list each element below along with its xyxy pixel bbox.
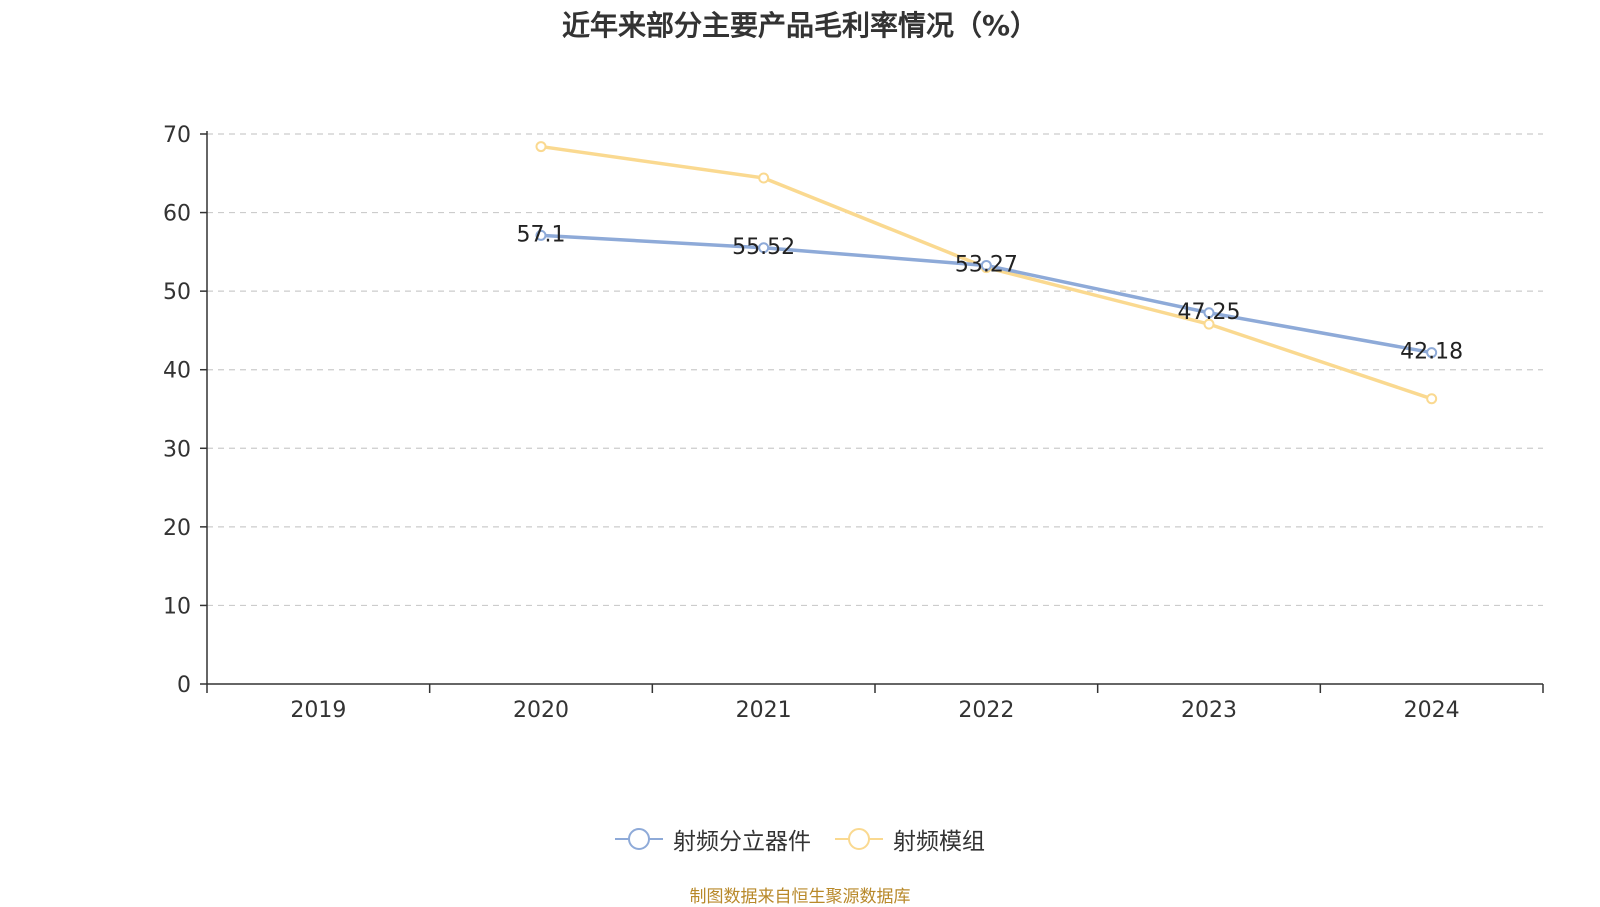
legend: 射频分立器件 射频模组: [0, 822, 1600, 856]
x-tick-label: 2022: [958, 698, 1014, 723]
data-point[interactable]: [1426, 347, 1438, 359]
data-label: 53.27: [955, 252, 1018, 277]
y-tick-label: 20: [163, 516, 191, 541]
data-label: 57.1: [517, 222, 566, 247]
data-point[interactable]: [980, 259, 992, 271]
data-label: 55.52: [732, 235, 795, 260]
legend-marker-icon: [835, 828, 883, 850]
chart-title: 近年来部分主要产品毛利率情况（%）: [561, 9, 1039, 42]
data-label: 42.18: [1400, 340, 1463, 365]
x-tick-label: 2024: [1404, 698, 1460, 723]
legend-item-series-0[interactable]: 射频分立器件: [615, 822, 811, 856]
data-point[interactable]: [535, 141, 547, 153]
data-point[interactable]: [758, 172, 770, 184]
y-tick-label: 70: [163, 123, 191, 148]
y-tick-label: 30: [163, 437, 191, 462]
data-point[interactable]: [758, 242, 770, 254]
data-label: 47.25: [1178, 300, 1241, 325]
x-tick-label: 2021: [736, 698, 792, 723]
legend-marker-icon: [615, 828, 663, 850]
x-tick-label: 2020: [513, 698, 569, 723]
data-point[interactable]: [1203, 318, 1215, 330]
y-tick-label: 10: [163, 594, 191, 619]
legend-label: 射频分立器件: [673, 829, 811, 855]
y-tick-label: 60: [163, 202, 191, 227]
x-tick-label: 2023: [1181, 698, 1237, 723]
data-point[interactable]: [535, 229, 547, 241]
y-tick-label: 0: [177, 673, 191, 698]
y-tick-label: 40: [163, 359, 191, 384]
data-point[interactable]: [1203, 307, 1215, 319]
x-tick-label: 2019: [290, 698, 346, 723]
data-point[interactable]: [1426, 393, 1438, 405]
source-note: 制图数据来自恒生聚源数据库: [689, 887, 911, 907]
legend-label: 射频模组: [893, 829, 985, 855]
y-tick-label: 50: [163, 280, 191, 305]
legend-item-series-1[interactable]: 射频模组: [835, 822, 985, 856]
